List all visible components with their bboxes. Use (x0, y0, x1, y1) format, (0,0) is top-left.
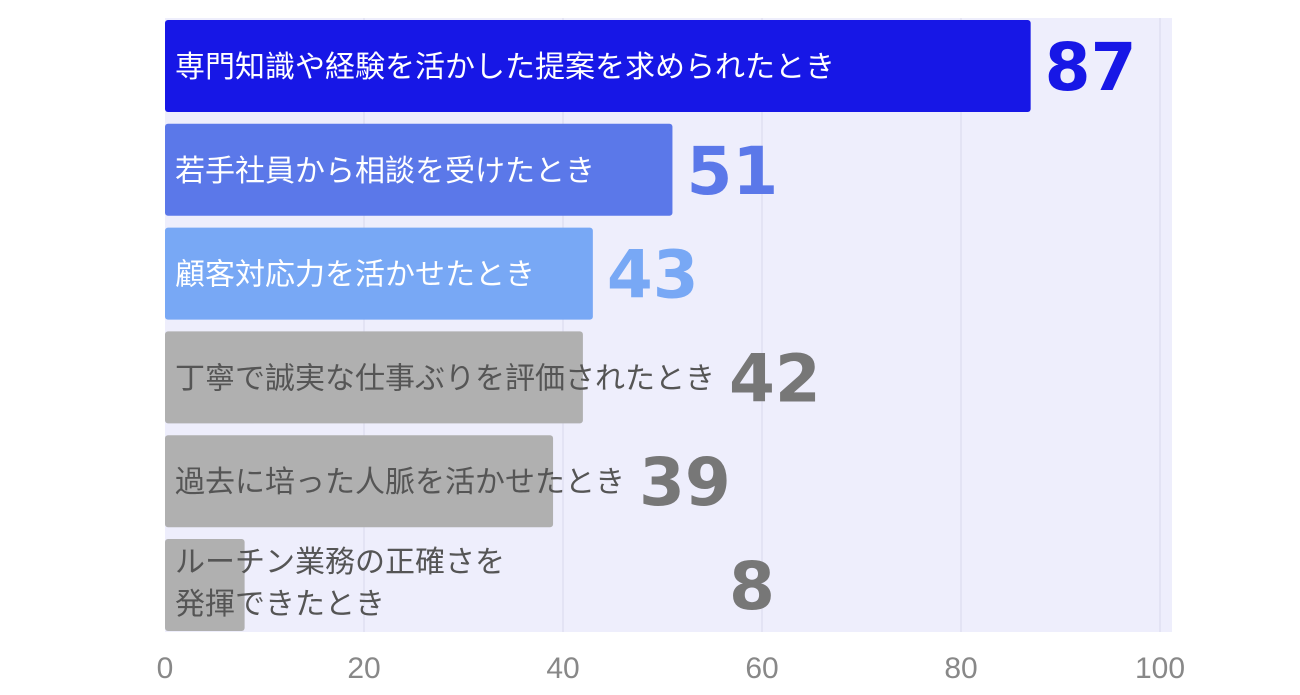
bar (165, 331, 583, 424)
x-tick-label: 80 (944, 652, 977, 685)
bar-label: 若手社員から相談を受けたとき (175, 154, 595, 189)
bar (165, 20, 1031, 112)
value-label: 87 (1045, 29, 1137, 106)
x-tick-label: 0 (157, 652, 174, 685)
x-tick-label: 100 (1135, 652, 1185, 685)
x-tick-label: 60 (745, 652, 778, 685)
value-label: 51 (686, 133, 778, 210)
bar (165, 435, 554, 528)
x-tick-label: 20 (347, 652, 380, 685)
bar-label: 顧客対応力を活かせたとき (175, 258, 535, 293)
bar (165, 539, 245, 631)
bar (165, 123, 673, 216)
value-label: 43 (607, 237, 699, 314)
x-tick-label: 40 (546, 652, 579, 685)
plot-area (165, 18, 1172, 632)
bar (165, 227, 593, 320)
bar-label: ルーチン業務の正確さを発揮できたとき (175, 545, 505, 622)
bar-label: 丁寧で誠実な仕事ぶりを評価されたとき (175, 361, 715, 396)
bar-label: 過去に培った人脈を活かせたとき (175, 465, 625, 500)
value-label: 8 (729, 548, 775, 625)
value-label: 39 (639, 444, 731, 521)
value-label: 42 (729, 340, 821, 417)
bar-label: 専門知識や経験を活かした提案を求められたとき (175, 50, 835, 85)
